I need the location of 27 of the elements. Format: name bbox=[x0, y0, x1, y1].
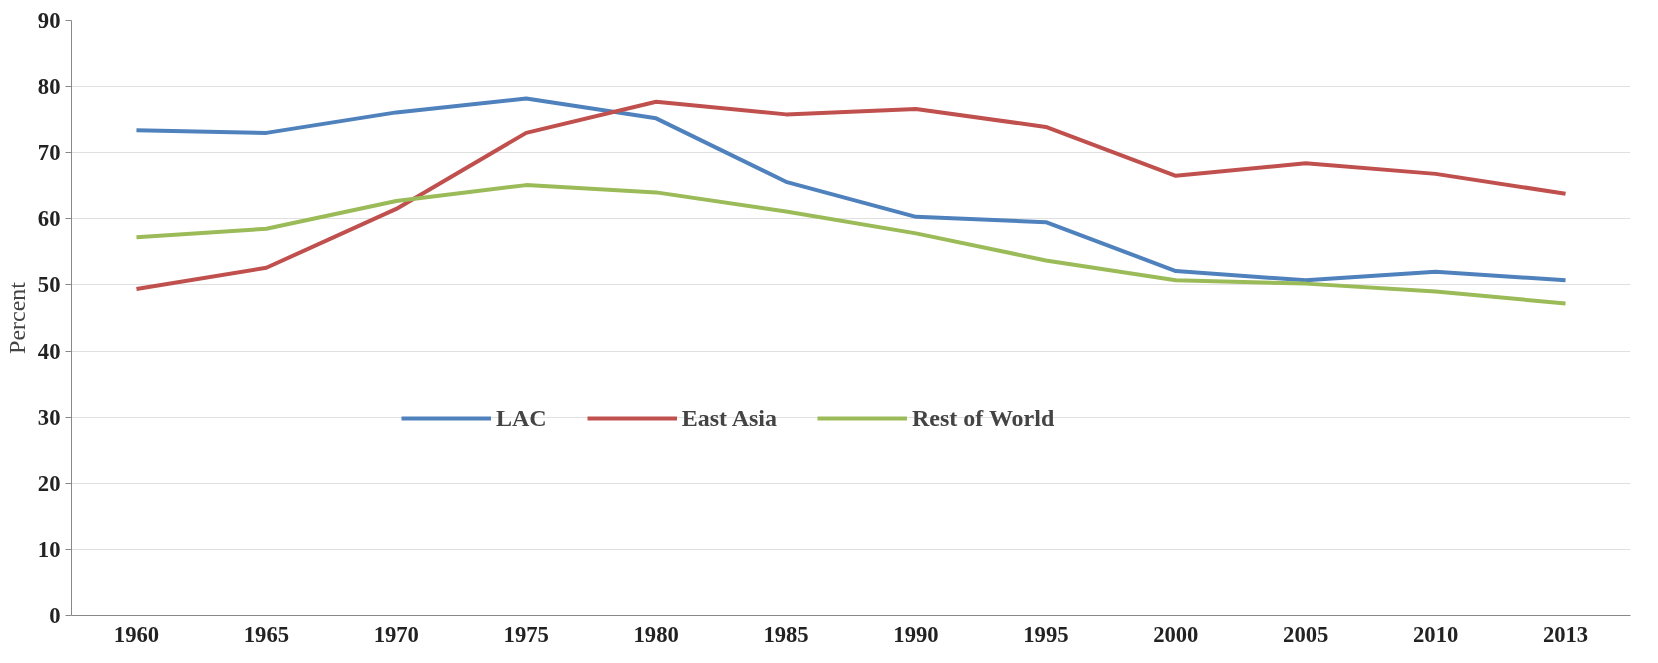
y-tick-label: 50 bbox=[37, 272, 61, 298]
x-tick-label: 1990 bbox=[893, 621, 939, 647]
y-tick-label: 30 bbox=[37, 404, 61, 430]
y-tick-label: 60 bbox=[37, 206, 61, 232]
legend-label: East Asia bbox=[681, 404, 778, 432]
y-tick-label: 10 bbox=[37, 536, 61, 562]
y-tick-label: 80 bbox=[37, 74, 61, 100]
legend-label: LAC bbox=[496, 404, 547, 432]
x-tick-label: 1995 bbox=[1023, 621, 1069, 647]
x-tick-label: 1985 bbox=[763, 621, 809, 647]
y-tick-label: 70 bbox=[37, 140, 61, 166]
x-tick-label: 1965 bbox=[243, 621, 290, 647]
x-tick-label: 2000 bbox=[1153, 621, 1199, 647]
line-series bbox=[134, 183, 1568, 306]
y-tick-label: 20 bbox=[37, 470, 61, 496]
x-tick-label: 1960 bbox=[113, 621, 160, 647]
x-tick-label: 1975 bbox=[503, 621, 549, 647]
y-axis-title: Percent bbox=[3, 281, 30, 354]
y-tick-label: 0 bbox=[49, 603, 61, 628]
x-tick-label: 2005 bbox=[1283, 621, 1329, 647]
y-tick-label: 40 bbox=[37, 338, 61, 364]
x-tick-label: 2010 bbox=[1412, 621, 1459, 647]
x-tick-label: 2013 bbox=[1542, 621, 1589, 647]
legend-label: Rest of World bbox=[912, 404, 1055, 432]
x-tick-label: 1970 bbox=[373, 621, 419, 647]
y-tick-label: 90 bbox=[37, 8, 61, 33]
x-tick-label: 1980 bbox=[633, 621, 679, 647]
